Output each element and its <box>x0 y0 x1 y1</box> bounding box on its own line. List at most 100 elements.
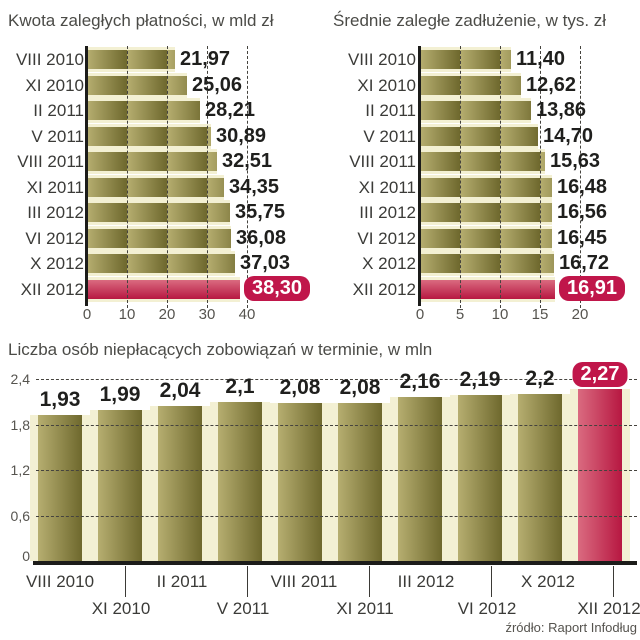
x-axis-label: VIII 2011 <box>270 572 338 591</box>
bar-track <box>87 277 240 302</box>
value-label: 2,08 <box>339 376 381 399</box>
value-label: 2,04 <box>159 379 201 402</box>
axis-tick-label: 5 <box>455 306 465 323</box>
bar-track <box>420 277 555 302</box>
bar-track <box>510 394 570 561</box>
category-label: XI 2010 <box>357 76 416 95</box>
bar-track <box>420 226 552 251</box>
bar <box>420 203 552 222</box>
gridline <box>580 46 581 308</box>
value-label: 16,48 <box>557 176 608 198</box>
chart-title: Średnie zaległe zadłużenie, w tys. zł <box>333 11 607 30</box>
axis-tick-label: 10 <box>118 306 136 323</box>
value-label: 14,70 <box>543 125 594 147</box>
value-label: 2,1 <box>225 375 255 398</box>
bar-track <box>420 98 531 123</box>
tick-separator <box>247 566 248 597</box>
bar-track <box>420 200 552 225</box>
gridline <box>127 46 128 308</box>
x-axis-label: III 2012 <box>397 572 455 591</box>
category-label: II 2011 <box>33 101 84 120</box>
bar <box>420 152 545 171</box>
bar-track <box>570 389 630 561</box>
bar <box>87 178 224 197</box>
category-label: VIII 2011 <box>17 152 84 171</box>
axis-tick-label: 10 <box>491 306 509 323</box>
bar-track <box>420 47 511 72</box>
bar-track <box>420 73 521 98</box>
bar-track <box>87 226 231 251</box>
bar-track <box>87 251 235 276</box>
value-badge: 2,27 <box>572 362 628 387</box>
category-label: VIII 2010 <box>15 50 84 69</box>
bar-track <box>87 200 230 225</box>
category-label: XI 2011 <box>26 178 84 197</box>
axis-line <box>85 46 88 306</box>
category-label: V 2011 <box>363 127 416 146</box>
axis-tick-label: 15 <box>531 306 549 323</box>
bar <box>398 397 442 561</box>
x-axis-label: XI 2011 <box>336 599 394 618</box>
value-label: 16,56 <box>557 201 608 223</box>
value-label: 16,72 <box>559 252 610 274</box>
chart-title: Liczba osób niepłacących zobowiązań w te… <box>8 340 433 359</box>
value-label: 28,21 <box>205 99 256 121</box>
bar <box>87 229 231 248</box>
value-badge: 16,91 <box>559 276 626 301</box>
gridline <box>36 516 637 517</box>
bar <box>98 410 142 561</box>
bar-track <box>330 403 390 561</box>
gridline <box>36 379 637 380</box>
y-axis-label: 1,2 <box>10 462 30 478</box>
category-label: VIII 2010 <box>347 50 416 69</box>
tick-separator <box>369 566 370 597</box>
bar <box>420 127 538 146</box>
bar <box>158 406 202 561</box>
x-axis-label: V 2011 <box>216 599 270 618</box>
bar-highlight <box>420 280 555 299</box>
bar <box>87 76 187 95</box>
value-label: 32,51 <box>222 150 273 172</box>
bar-track <box>420 149 545 174</box>
axis-tick-label: 20 <box>158 306 176 323</box>
value-label: 34,35 <box>229 176 280 198</box>
category-label: XI 2010 <box>25 76 84 95</box>
value-label: 2,16 <box>399 370 441 393</box>
x-axis-label: XII 2012 <box>577 599 640 618</box>
bar <box>338 403 382 561</box>
category-label: III 2012 <box>359 203 416 222</box>
bar <box>87 50 175 69</box>
value-label: 13,86 <box>536 99 587 121</box>
bar-track <box>420 124 538 149</box>
category-label: VI 2012 <box>25 229 84 248</box>
gridline <box>540 46 541 308</box>
bar-track <box>420 175 552 200</box>
bar <box>518 394 562 561</box>
bar-track <box>87 175 224 200</box>
y-axis-label: 2,4 <box>10 371 30 387</box>
y-axis-label: 0,6 <box>10 508 30 524</box>
value-label: 1,99 <box>99 383 141 406</box>
bar <box>420 254 554 273</box>
axis-line <box>418 46 421 306</box>
bar <box>87 254 235 273</box>
value-label: 2,19 <box>459 368 501 391</box>
bar-track <box>87 124 211 149</box>
x-axis-label: VIII 2010 <box>25 572 95 591</box>
gridline <box>167 46 168 308</box>
gridline <box>247 46 248 308</box>
value-label: 2,2 <box>525 367 555 390</box>
tick-separator <box>613 566 614 597</box>
bar <box>38 415 82 561</box>
value-badge: 38,30 <box>244 276 311 301</box>
tick-separator <box>125 566 126 597</box>
axis-tick-label: 0 <box>415 306 425 323</box>
bar-track <box>30 415 90 561</box>
bar <box>87 101 200 120</box>
bar <box>218 402 262 561</box>
y-axis-label: 0 <box>22 548 30 564</box>
